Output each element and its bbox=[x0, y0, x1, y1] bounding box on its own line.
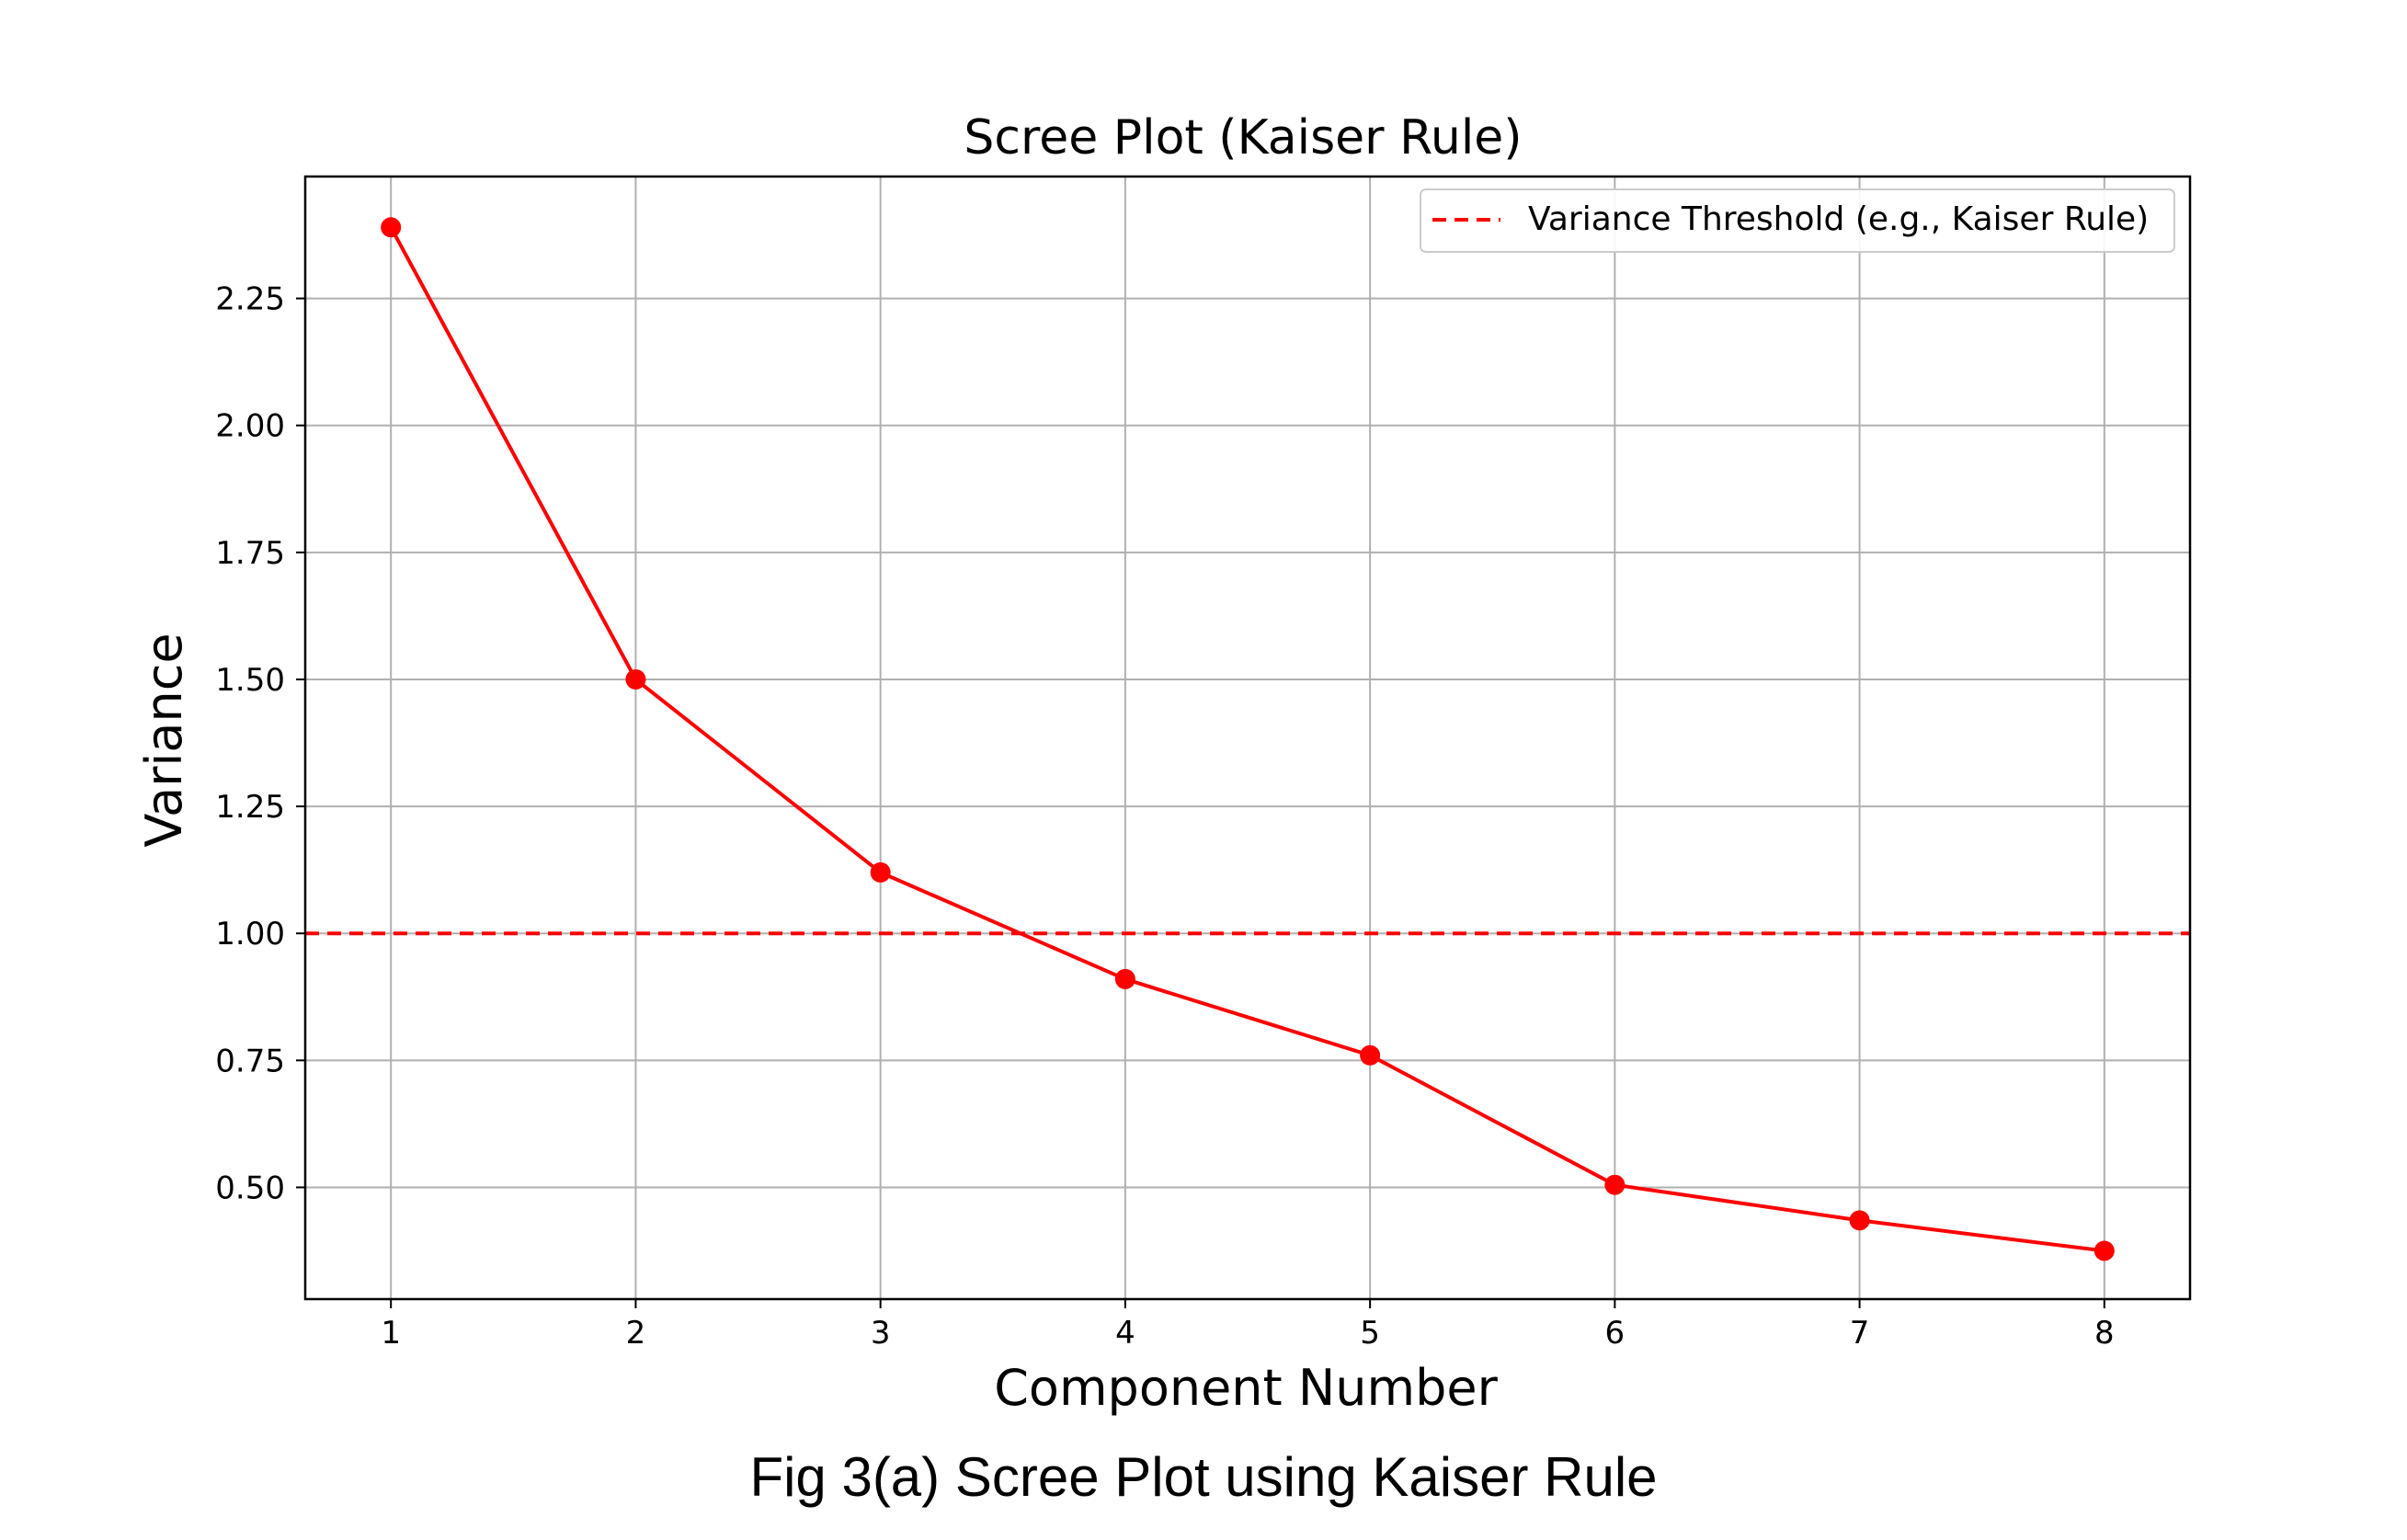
variance-line bbox=[389, 226, 2105, 1253]
y-tick-label: 1.75 bbox=[215, 535, 285, 572]
y-axis-ticks: 0.50 0.75 1.00 1.25 1.50 1.75 2.00 2.25 bbox=[215, 281, 305, 1206]
x-tick-label: 7 bbox=[1850, 1315, 1870, 1352]
x-tick-label: 3 bbox=[871, 1315, 891, 1352]
x-axis-label: Component Number bbox=[994, 1359, 1498, 1417]
y-axis-label: Variance bbox=[135, 633, 193, 847]
chart-title: Scree Plot (Kaiser Rule) bbox=[964, 110, 1522, 165]
variance-point bbox=[381, 217, 402, 238]
caption-text: Scree Plot using Kaiser Rule bbox=[940, 1446, 1658, 1508]
x-tick-label: 4 bbox=[1115, 1315, 1135, 1352]
variance-point bbox=[1849, 1210, 1870, 1231]
legend-box bbox=[1420, 188, 2175, 253]
y-tick-label: 2.00 bbox=[215, 408, 285, 445]
x-tick-label: 5 bbox=[1360, 1315, 1380, 1352]
caption-label: Fig 3(a) bbox=[749, 1446, 941, 1508]
x-tick-label: 6 bbox=[1605, 1315, 1626, 1352]
x-axis-ticks: 1 2 3 4 5 6 7 8 bbox=[381, 1299, 2115, 1352]
y-tick-label: 2.25 bbox=[215, 281, 285, 318]
y-tick-label: 0.50 bbox=[215, 1169, 285, 1206]
y-tick-label: 1.50 bbox=[215, 662, 285, 699]
x-tick-label: 2 bbox=[626, 1315, 646, 1352]
variance-point bbox=[1360, 1044, 1381, 1066]
x-tick-label: 1 bbox=[381, 1315, 401, 1352]
figure-caption: Fig 3(a) Scree Plot using Kaiser Rule bbox=[0, 1445, 2407, 1509]
series-layer bbox=[381, 217, 2115, 1261]
y-tick-label: 1.00 bbox=[215, 916, 285, 953]
variance-point bbox=[1114, 968, 1135, 989]
variance-point bbox=[625, 668, 646, 690]
variance-point bbox=[2093, 1240, 2115, 1261]
legend-threshold-label: Variance Threshold (e.g., Kaiser Rule) bbox=[1528, 200, 2149, 238]
y-tick-label: 1.25 bbox=[215, 789, 285, 826]
grid bbox=[305, 177, 2190, 1299]
y-tick-label: 0.75 bbox=[215, 1043, 285, 1079]
variance-point bbox=[1604, 1174, 1626, 1195]
plot-frame bbox=[303, 175, 2192, 1301]
x-tick-label: 8 bbox=[2094, 1315, 2115, 1352]
variance-point bbox=[870, 861, 891, 883]
legend: Variance Threshold (e.g., Kaiser Rule) bbox=[1420, 188, 2175, 253]
